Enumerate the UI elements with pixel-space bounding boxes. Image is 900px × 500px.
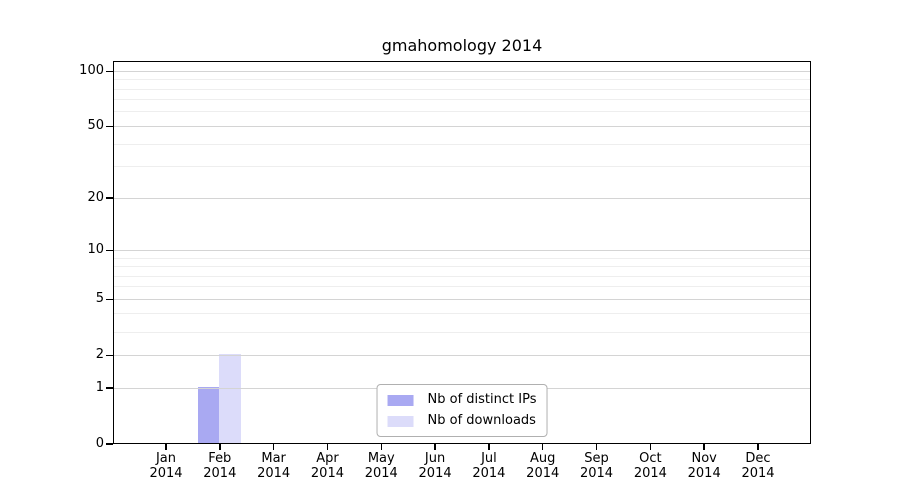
x-tick-label: Jul 2014 xyxy=(458,451,520,481)
x-tick-mark xyxy=(219,444,221,450)
major-gridline xyxy=(114,249,810,251)
x-tick-mark xyxy=(434,444,436,450)
x-tick-year: 2014 xyxy=(526,466,560,481)
legend-item-downloads: Nb of downloads xyxy=(387,413,537,429)
x-tick-year: 2014 xyxy=(203,466,237,481)
y-tick-label: 1 xyxy=(95,380,104,395)
x-tick-month: Aug xyxy=(530,451,556,466)
x-tick-year: 2014 xyxy=(687,466,721,481)
x-tick-month: Sep xyxy=(584,451,609,466)
major-gridline xyxy=(114,298,810,300)
bar-nb-of-downloads xyxy=(219,354,241,443)
x-tick-label: Sep 2014 xyxy=(566,451,628,481)
x-tick-mark xyxy=(165,444,167,450)
minor-gridline xyxy=(114,331,810,333)
y-tick-mark xyxy=(106,70,113,72)
x-tick-year: 2014 xyxy=(418,466,452,481)
y-tick-label: 10 xyxy=(87,242,104,258)
x-tick-year: 2014 xyxy=(149,466,183,481)
x-tick-month: May xyxy=(367,451,395,466)
x-tick-mark xyxy=(272,444,275,450)
y-tick-label: 20 xyxy=(87,190,104,206)
legend-label-distinct-ips: Nb of distinct IPs xyxy=(427,392,537,407)
minor-gridline xyxy=(114,275,810,277)
x-tick-mark xyxy=(542,444,544,450)
x-tick-label: May 2014 xyxy=(350,451,412,481)
x-tick-mark xyxy=(488,444,490,450)
x-tick-month: Jan xyxy=(155,451,177,466)
x-tick-month: Jul xyxy=(481,451,497,466)
x-tick-mark xyxy=(703,444,705,450)
y-tick-mark xyxy=(106,249,113,251)
y-tick-mark xyxy=(106,387,113,389)
y-tick-label: 0 xyxy=(95,436,104,451)
x-tick-label: Jun 2014 xyxy=(404,451,466,481)
x-tick-month: Apr xyxy=(316,451,339,466)
x-tick-label: Oct 2014 xyxy=(619,451,681,481)
legend-swatch-downloads-icon xyxy=(387,415,414,427)
x-tick-label: Mar 2014 xyxy=(243,451,305,481)
y-tick-mark xyxy=(106,125,113,128)
legend-item-distinct-ips: Nb of distinct IPs xyxy=(387,392,537,408)
minor-gridline xyxy=(114,286,810,288)
x-tick-year: 2014 xyxy=(741,466,775,481)
x-tick-month: Mar xyxy=(261,451,286,466)
x-tick-year: 2014 xyxy=(310,466,344,481)
x-tick-month: Feb xyxy=(208,451,232,466)
x-tick-year: 2014 xyxy=(633,466,667,481)
major-gridline xyxy=(114,197,810,199)
x-tick-label: Nov 2014 xyxy=(673,451,735,481)
minor-gridline xyxy=(114,79,810,81)
chart-title: gmahomology 2014 xyxy=(381,36,543,55)
x-tick-year: 2014 xyxy=(472,466,506,481)
plot-area: Nb of distinct IPs Nb of downloads xyxy=(113,61,811,444)
legend-label-downloads: Nb of downloads xyxy=(427,413,536,428)
y-tick-label: 5 xyxy=(95,291,104,307)
minor-gridline xyxy=(114,257,810,259)
x-tick-label: Apr 2014 xyxy=(296,451,358,481)
x-tick-month: Oct xyxy=(639,451,662,466)
x-tick-label: Aug 2014 xyxy=(512,451,574,481)
y-tick-mark xyxy=(106,443,113,445)
minor-gridline xyxy=(114,111,810,113)
x-tick-year: 2014 xyxy=(364,466,398,481)
y-tick-label: 2 xyxy=(95,347,104,363)
y-tick-label: 100 xyxy=(79,63,104,79)
major-gridline xyxy=(114,70,810,72)
x-tick-month: Dec xyxy=(745,451,771,466)
x-tick-mark xyxy=(595,444,598,450)
bar-nb-of-distinct-ips xyxy=(197,387,220,443)
x-tick-mark xyxy=(757,444,759,450)
minor-gridline xyxy=(114,143,810,145)
major-gridline xyxy=(114,354,810,356)
legend: Nb of distinct IPs Nb of downloads xyxy=(376,384,548,437)
minor-gridline xyxy=(114,313,810,315)
y-tick-label: 50 xyxy=(87,118,104,134)
x-tick-month: Nov xyxy=(691,451,717,466)
minor-gridline xyxy=(114,88,810,90)
minor-gridline xyxy=(114,166,810,168)
x-tick-year: 2014 xyxy=(257,466,291,481)
x-tick-label: Feb 2014 xyxy=(189,451,251,481)
x-tick-label: Jan 2014 xyxy=(135,451,197,481)
x-tick-month: Jun xyxy=(424,451,446,466)
x-tick-label: Dec 2014 xyxy=(727,451,789,481)
minor-gridline xyxy=(114,266,810,267)
major-gridline xyxy=(114,125,810,127)
x-tick-mark xyxy=(380,444,382,450)
minor-gridline xyxy=(114,99,810,101)
legend-swatch-distinct-ips-icon xyxy=(387,394,414,406)
y-tick-mark xyxy=(106,197,113,199)
y-tick-mark xyxy=(106,298,113,300)
x-tick-year: 2014 xyxy=(579,466,614,481)
x-tick-mark xyxy=(326,444,329,450)
y-tick-mark xyxy=(106,354,113,356)
x-tick-mark xyxy=(649,444,652,450)
